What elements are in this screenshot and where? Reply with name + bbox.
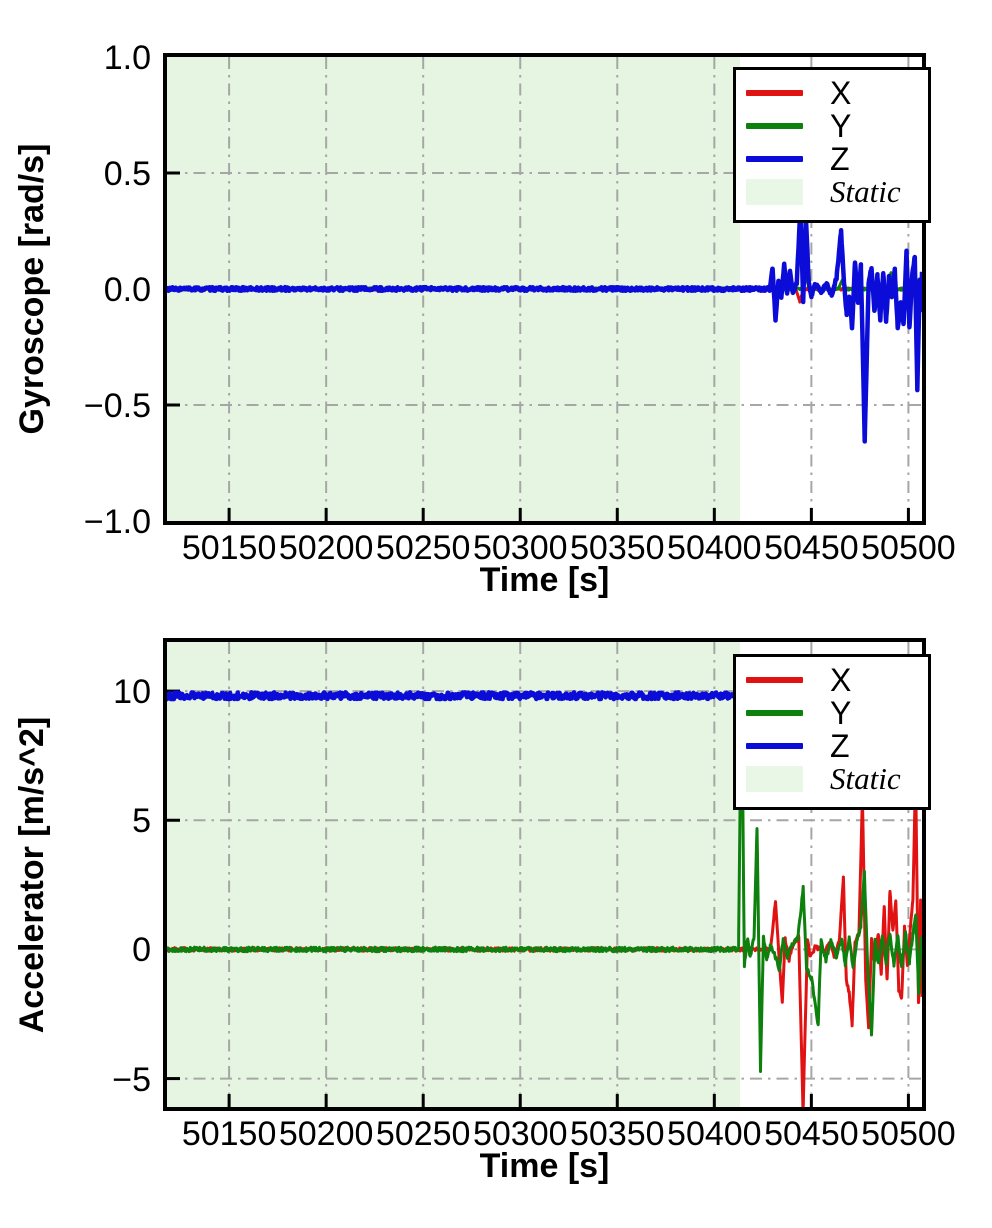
plot-area: X Y Z Static	[163, 638, 931, 1111]
x-tick-label: 50400	[667, 529, 762, 567]
x-tick-label: 50200	[278, 529, 374, 567]
x-tick-label: 50300	[472, 529, 568, 567]
legend-item: Y	[746, 109, 918, 142]
plot-area: X Y Z Static	[163, 53, 931, 525]
x-tick-label: 50150	[181, 1115, 277, 1153]
series-y-line	[167, 670, 922, 1073]
legend-item: Static	[746, 762, 918, 795]
y-tick-label: 0	[132, 931, 151, 970]
x-tick-label: 50500	[861, 529, 956, 567]
legend-line-swatch-y	[746, 709, 803, 716]
series-z-line	[167, 206, 922, 444]
accelerometer-chart: Accelerator [m/s^2] X Y Z Static Time [s] 5…	[0, 614, 992, 1228]
y-tick-label: −1.0	[83, 503, 151, 541]
legend-item-label: Z	[830, 727, 850, 764]
legend-line-swatch-z	[746, 742, 803, 749]
legend-item: Static	[746, 175, 918, 208]
x-tick-label: 50450	[764, 529, 859, 567]
legend: X Y Z Static	[733, 654, 931, 810]
y-tick-label: 5	[132, 802, 151, 841]
x-tick-label: 50150	[181, 529, 277, 567]
x-tick-label: 50200	[278, 1115, 374, 1153]
y-tick-label: −5	[112, 1060, 151, 1099]
y-tick-label: 0.0	[103, 271, 151, 309]
legend-item-label: X	[830, 74, 852, 111]
legend-item-label: Static	[830, 174, 901, 209]
legend-line-swatch-z	[746, 155, 803, 162]
legend-line-swatch-x	[746, 676, 803, 683]
legend-item: X	[746, 663, 918, 696]
x-axis-label: Time [s]	[479, 561, 610, 599]
legend-item-label: Y	[830, 694, 852, 731]
legend-item: X	[746, 76, 918, 109]
legend-item: Z	[746, 729, 918, 762]
y-tick-label: 0.5	[103, 155, 151, 193]
x-axis-label: Time [s]	[479, 1147, 610, 1185]
static-region	[167, 642, 740, 1107]
x-tick-label: 50250	[375, 1115, 471, 1153]
x-tick-label: 50350	[570, 1115, 665, 1153]
x-tick-label: 50350	[570, 529, 665, 567]
x-tick-label: 50500	[861, 1115, 956, 1153]
y-tick-label: 10	[113, 673, 151, 712]
legend-item: Z	[746, 142, 918, 175]
x-tick-label: 50300	[472, 1115, 568, 1153]
x-tick-label: 50450	[764, 1115, 859, 1153]
legend-item-label: Static	[830, 761, 901, 796]
legend-item: Y	[746, 696, 918, 729]
y-axis-label: Accelerator [m/s^2]	[13, 716, 51, 1034]
legend-static-swatch	[746, 178, 803, 205]
y-tick-label: −0.5	[83, 387, 151, 425]
legend-item-label: Z	[830, 140, 850, 177]
x-tick-label: 50250	[375, 529, 471, 567]
legend: X Y Z Static	[733, 67, 931, 223]
x-tick-label: 50400	[667, 1115, 762, 1153]
legend-item-label: Y	[830, 107, 852, 144]
y-tick-label: 1.0	[103, 39, 151, 77]
gyroscope-chart: Gyroscope [rad/s] X Y Z Static Time [s] 501…	[13, 39, 956, 599]
legend-static-swatch	[746, 765, 803, 792]
legend-line-swatch-y	[746, 122, 803, 129]
legend-item-label: X	[830, 661, 852, 698]
plot-canvas	[167, 57, 922, 521]
legend-line-swatch-x	[746, 89, 803, 96]
